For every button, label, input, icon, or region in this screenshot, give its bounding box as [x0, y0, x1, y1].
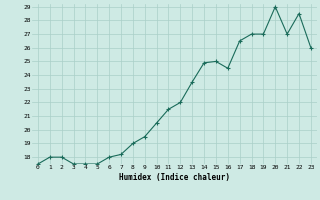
X-axis label: Humidex (Indice chaleur): Humidex (Indice chaleur) [119, 173, 230, 182]
